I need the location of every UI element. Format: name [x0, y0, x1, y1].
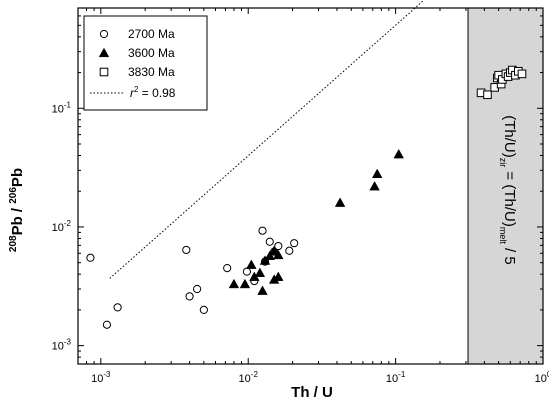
shaded-region	[467, 7, 544, 365]
y-axis-title-base: Pb /	[9, 204, 26, 236]
data-point-series-1	[182, 245, 191, 255]
annotation-sub1: zir	[498, 158, 508, 168]
annotation-part3: / 5	[501, 244, 518, 265]
data-point-series-2	[254, 267, 266, 277]
legend: 2700 Ma 3600 Ma 3830 Ma r2 = 0.98	[83, 15, 208, 111]
y-axis-title: 208Pb / 206Pb	[8, 168, 26, 252]
y-axis-title-sup1: 208	[8, 235, 19, 252]
y-tick-label: 10-2	[52, 219, 72, 234]
data-point-series-1	[285, 246, 294, 255]
y-tick-label: 10-3	[52, 338, 72, 353]
data-point-series-3	[517, 69, 527, 79]
data-point-series-2	[369, 181, 380, 191]
y-axis-title-sup2: 206	[8, 187, 19, 204]
data-point-series-1	[86, 253, 95, 262]
data-points-layer	[86, 65, 527, 329]
shaded-region-annotation: (Th/U)zir = (Th/U)melt / 5	[498, 115, 518, 264]
data-point-series-3	[483, 90, 492, 100]
legend-marker-series-2	[98, 47, 110, 58]
legend-label-series-2: 3600 Ma	[128, 46, 175, 60]
legend-items: 2700 Ma 3600 Ma 3830 Ma r2 = 0.98	[90, 27, 176, 100]
data-point-series-1	[274, 241, 283, 251]
legend-marker-series-3	[99, 67, 109, 77]
data-point-series-2	[268, 245, 280, 255]
data-point-series-2	[239, 278, 251, 289]
y-tick-label: 10-1	[52, 100, 72, 115]
shaded-region-layer	[467, 7, 544, 365]
x-tick-label: 10-3	[91, 370, 111, 385]
legend-label-series-3: 3830 Ma	[128, 65, 175, 79]
data-point-series-2	[273, 249, 284, 260]
annotation-part2: = (Th/U)	[501, 167, 518, 227]
legend-marker-series-1	[99, 29, 109, 39]
data-point-series-1	[199, 305, 208, 314]
legend-label-series-1: 2700 Ma	[128, 27, 175, 41]
data-point-series-2	[257, 285, 268, 295]
data-point-series-1	[102, 320, 112, 329]
x-tick-label: 100	[535, 370, 549, 385]
annotation-part1: (Th/U)	[501, 115, 518, 158]
axes-layer	[77, 7, 544, 365]
data-point-series-1	[193, 284, 202, 294]
data-point-series-2	[393, 148, 404, 159]
data-point-series-2	[273, 271, 284, 281]
data-point-series-2	[228, 278, 240, 289]
data-point-series-2	[371, 168, 383, 178]
data-point-series-1	[113, 303, 122, 312]
data-point-series-2	[259, 255, 271, 265]
legend-regression-label: r2 = 0.98	[130, 85, 176, 100]
plot-frame	[77, 7, 544, 365]
data-point-series-2	[334, 197, 346, 207]
data-point-series-1	[258, 226, 267, 235]
data-point-series-2	[246, 259, 257, 269]
y-axis-title-end: Pb	[9, 168, 26, 187]
x-tick-label: 10-2	[239, 370, 259, 385]
data-point-series-2	[264, 250, 275, 261]
data-point-series-1	[223, 264, 232, 273]
data-point-series-1	[185, 292, 194, 301]
annotation-sub2: melt	[498, 227, 508, 245]
data-point-series-1	[242, 267, 252, 276]
data-point-series-1	[290, 239, 299, 248]
tick-labels-layer: 10-3 10-2 10-1 100 10-3 10-2 10-1	[52, 100, 549, 385]
x-tick-label: 10-1	[386, 370, 406, 385]
data-point-series-1	[265, 237, 274, 246]
x-axis-title: Th / U	[291, 384, 333, 401]
